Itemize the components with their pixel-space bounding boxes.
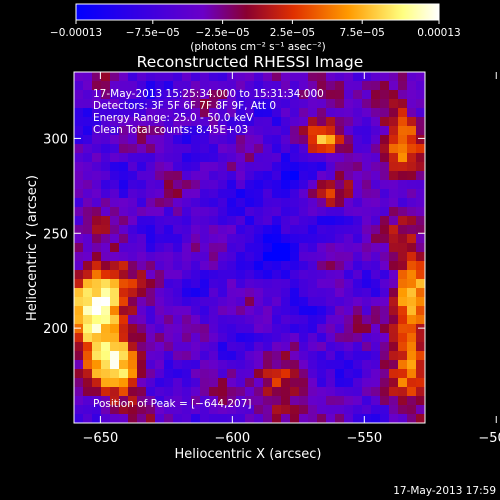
annotation-time: 17-May-2013 15:25:34.000 to 15:31:34.000	[93, 88, 324, 100]
annotation-peak: Position of Peak = [−644,207]	[93, 398, 252, 410]
y-tick-label: 200	[43, 322, 68, 337]
y-axis-label: Heliocentric Y (arcsec)	[25, 175, 40, 321]
colorbar-tick-label: −0.00013	[50, 27, 102, 39]
x-tick-label: −550	[346, 431, 382, 446]
colorbar-tick-label: −2.5e−05	[196, 27, 250, 39]
y-tick-label: 250	[43, 227, 68, 242]
x-axis-label: Heliocentric X (arcsec)	[175, 447, 322, 462]
colorbar	[75, 3, 440, 21]
timestamp: 17-May-2013 17:59	[393, 485, 496, 497]
x-tick-label: −600	[214, 431, 250, 446]
colorbar-tick-label: 7.5e−05	[340, 27, 385, 39]
colorbar-label: (photons cm⁻² s⁻¹ asec⁻²)	[190, 41, 325, 53]
colorbar-tick-label: 0.00013	[417, 27, 460, 39]
x-tick-label: −650	[83, 431, 119, 446]
y-axis-ticks: 200 250 300	[43, 132, 425, 337]
heatmap	[74, 72, 425, 423]
colorbar-tick-label: 2.5e−05	[270, 27, 315, 39]
colorbar-ticks: −0.00013 −7.5e−05 −2.5e−05 2.5e−05 7.5e−05 0.…	[50, 20, 461, 39]
annotation-energy: Energy Range: 25.0 - 50.0 keV	[93, 112, 254, 124]
y-tick-label: 300	[43, 132, 68, 147]
annotation-clean: Clean Total counts: 8.45E+03	[93, 124, 248, 136]
plot-frame	[73, 71, 426, 424]
colorbar-tick-label: −7.5e−05	[126, 27, 180, 39]
chart-title: Reconstructed RHESSI Image	[137, 53, 364, 71]
annotation-detectors: Detectors: 3F 5F 6F 7F 8F 9F, Att 0	[93, 100, 276, 112]
x-tick-label: −500	[478, 431, 500, 446]
x-axis-ticks: −650 −600 −550 −500	[83, 72, 500, 446]
